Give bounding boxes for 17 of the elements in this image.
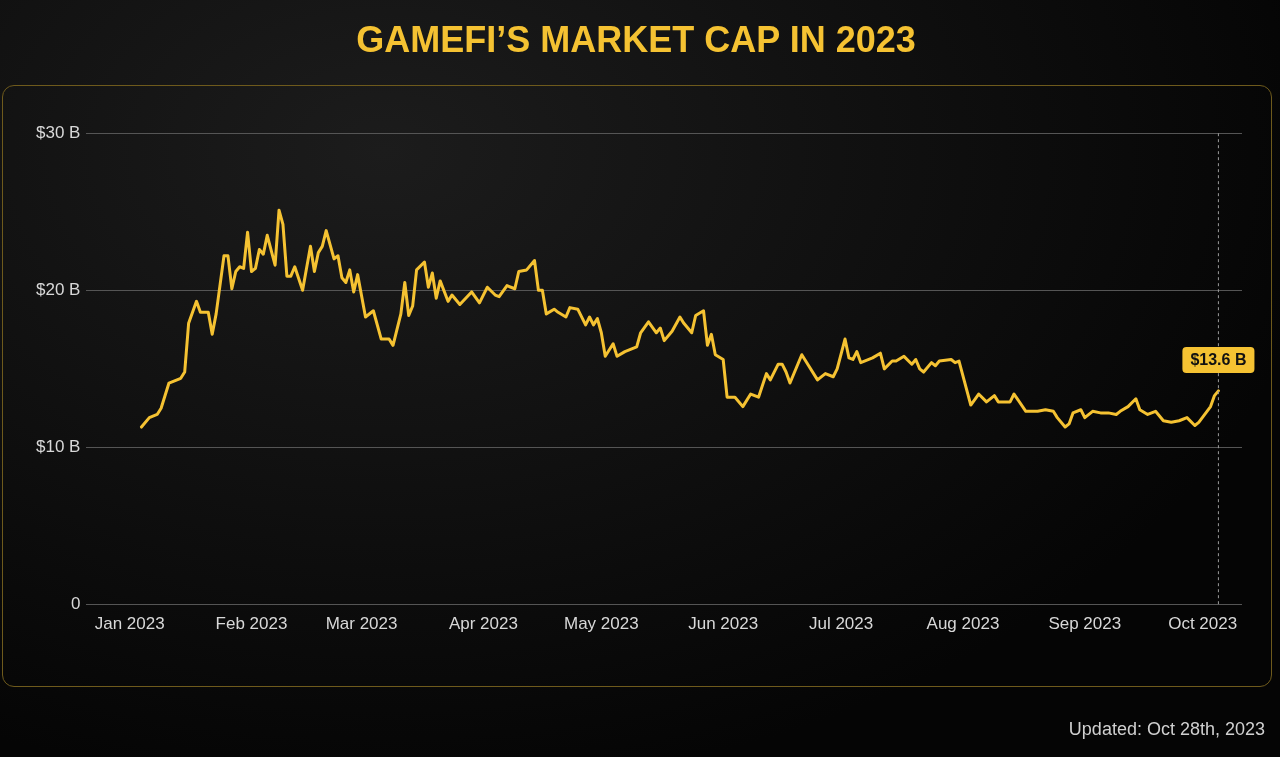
x-tick-label: Feb 2023	[215, 614, 288, 634]
x-tick-label: Aug 2023	[926, 614, 1000, 634]
x-tick-label: Oct 2023	[1168, 614, 1238, 634]
chart-title: GAMEFI’S MARKET CAP IN 2023	[356, 18, 916, 60]
text: Updated: Oct 28th, 2023	[1068, 718, 1265, 739]
x-tick-label: Jul 2023	[808, 614, 874, 634]
x-tick-label: Apr 2023	[448, 614, 518, 634]
x-tick-label: Jun 2023	[688, 614, 759, 634]
x-tick-label: Jan 2023	[94, 614, 165, 634]
x-tick-label: Mar 2023	[325, 614, 398, 634]
x-tick-label: May 2023	[563, 614, 639, 634]
y-tick-label: 0	[70, 594, 81, 614]
annotation: $13.6 B	[1190, 351, 1247, 369]
x-tick-label: Sep 2023	[1048, 614, 1122, 634]
y-tick-label: $30 B	[35, 122, 81, 142]
y-tick-label: $20 B	[35, 280, 81, 300]
y-tick-label: $10 B	[35, 437, 81, 457]
